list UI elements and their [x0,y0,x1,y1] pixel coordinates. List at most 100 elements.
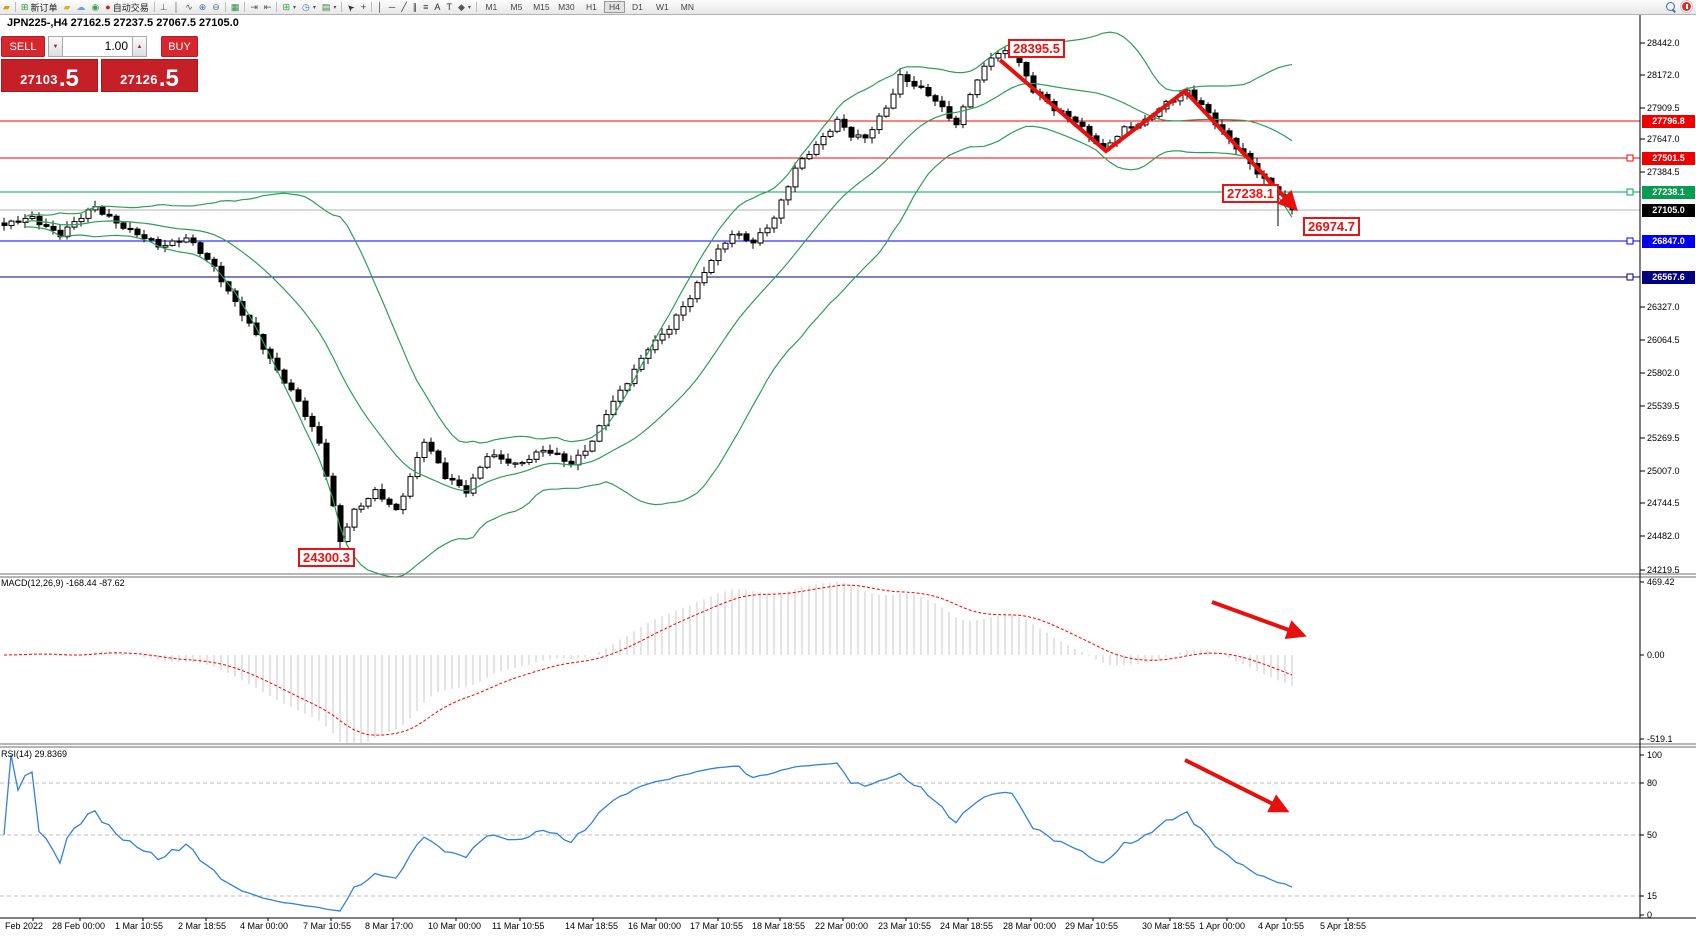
dropdown-arrow-icon: ▾ [467,4,471,11]
rsi-indicator-label: RSI(14) 29.8369 [1,749,68,759]
timeframe-h4-button[interactable]: H4 [603,1,625,13]
fibonacci-icon[interactable]: ≡ [420,1,431,14]
sell-button[interactable]: SELL [1,36,45,57]
axis-frame [0,15,1696,921]
rsi-axis-tick: 15 [1647,891,1658,901]
timeframe-m5-button[interactable]: M5 [510,2,523,12]
line-chart-icon: ∿ [185,1,193,12]
rsi-level-lines [0,782,1640,897]
zoom-out-icon: ⊖ [212,1,220,12]
panel-splitter[interactable] [0,573,1696,748]
candlestick-chart-icon: │ [173,1,180,12]
period-icon: ◷ [302,1,310,12]
auto-scroll-icon: ⇤ [263,1,272,12]
time-axis-label: 17 Mar 10:55 [690,921,744,931]
price-tag-26567.6: 26567.6 [1642,271,1695,284]
trendline-icon[interactable]: ╱ [398,1,409,14]
tile-windows-icon[interactable]: ▦ [228,1,243,14]
notification-icon[interactable] [1681,1,1692,12]
toolbar-separator [244,2,246,12]
cursor-icon: ➤ [344,1,358,14]
price-annotation[interactable]: 27238.1 [1222,184,1279,203]
one-click-trading-panel: SELL ▼ 1.00 ▲ BUY 27103 .5 27126 .5 [1,36,198,92]
price-annotation[interactable]: 28395.5 [1008,39,1065,58]
line-chart-icon[interactable]: ∿ [182,1,196,14]
new-chart-button[interactable]: ⊞ ▾ [279,1,299,14]
fibonacci-icon: ≡ [423,1,429,12]
toolbar-right [1666,1,1692,12]
candlestick-chart-icon[interactable]: │ [171,1,183,14]
price-annotation[interactable]: 24300.3 [298,548,355,567]
macd-axis-tick: 0.00 [1647,650,1665,660]
timeframe-m30-button[interactable]: M30 [558,2,575,12]
time-axis-label: 18 Mar 18:55 [752,921,806,931]
bar-chart-icon[interactable]: ⊥ [157,1,171,14]
zoom-out-icon[interactable]: ⊖ [209,1,223,14]
price-axis-tick: 28442.0 [1647,38,1680,48]
time-axis-label: 4 Apr 10:55 [1258,921,1305,931]
price-axis-tick: 27647.0 [1647,134,1680,144]
vertical-line-icon: │ [377,1,383,12]
crosshair-icon[interactable]: + [358,1,369,14]
symbol-icon: ▰ [3,1,10,12]
price-axis-tick: 24219.5 [1647,565,1680,575]
price-axis-tick: 25539.5 [1647,401,1680,411]
price-axis-tick: 26327.0 [1647,302,1680,312]
text-icon[interactable]: A [431,1,443,14]
buy-price[interactable]: 27126 .5 [101,59,198,92]
search-icon[interactable] [1666,2,1675,11]
signal-icon[interactable]: ◉ [88,1,102,14]
cursor-icon[interactable]: ➤ [344,1,358,14]
new-chart-icon: ⊞ [282,1,290,12]
gold-icon[interactable]: ▰ [60,1,73,14]
timeframe-m1-button[interactable]: M1 [485,2,498,12]
channel-icon: ∥ [412,1,418,12]
chart-shift-icon[interactable]: ⇥ [247,1,261,14]
symbol-icon[interactable]: ▰ [0,1,13,14]
template-button[interactable]: ▤ ▾ [319,1,340,14]
rsi-trend-arrow[interactable] [1184,758,1290,813]
price-trend-arrow[interactable] [998,58,1298,212]
symbol-info: JPN225-,H4 27162.5 27237.5 27067.5 27105… [7,17,239,29]
time-axis-label: 28 Feb 00:00 [52,921,106,931]
label-icon[interactable]: T [443,1,455,14]
time-axis-label: 30 Mar 18:55 [1142,921,1196,931]
chart-shift-icon: ⇥ [250,1,258,12]
timeframe-w1-button[interactable]: W1 [656,2,669,12]
new-order-icon: ⊞ [20,1,29,12]
sell-price[interactable]: 27103 .5 [1,59,98,92]
toolbar-separator [153,2,155,12]
vertical-line-icon[interactable]: │ [374,1,386,14]
cloud-icon[interactable]: ☁ [73,1,88,14]
volume-increase-button[interactable]: ▲ [132,36,147,57]
toolbar-separator [14,2,16,12]
timeframe-h1-button[interactable]: H1 [585,2,597,12]
trade-panel-controls: SELL ▼ 1.00 ▲ BUY [1,36,198,57]
buy-button[interactable]: BUY [161,36,198,57]
volume-decrease-button[interactable]: ▼ [48,36,63,57]
volume-input[interactable]: 1.00 [63,36,132,57]
horizontal-line-icon[interactable]: ─ [386,1,398,14]
period-button[interactable]: ◷ ▾ [299,1,319,14]
timeframe-mn-button[interactable]: MN [680,2,694,12]
price-annotation[interactable]: 26974.7 [1303,217,1360,236]
horizontal-price-lines[interactable] [0,120,1640,281]
new-order-button[interactable]: ⊞ 新订单 [18,1,61,14]
price-tag-27501.5: 27501.5 [1642,152,1695,165]
time-axis-label: 24 Mar 18:55 [940,921,994,931]
toolbar-separator [224,2,226,12]
macd-trend-arrow[interactable] [1211,600,1307,640]
shapes-button[interactable]: ◆ ▾ [455,1,474,14]
dropdown-arrow-icon: ▾ [312,4,316,11]
channel-icon[interactable]: ∥ [410,1,421,14]
timeframe-m15-button[interactable]: M15 [533,2,550,12]
crosshair-icon: + [360,1,367,12]
timeframe-d1-button[interactable]: D1 [631,2,643,12]
price-axis-tick: 27384.5 [1647,167,1680,177]
autotrade-button[interactable]: ● 自动交易 [102,1,151,14]
time-axis-label: 1 Apr 00:00 [1199,921,1246,931]
zoom-in-icon[interactable]: ⊕ [196,1,210,14]
auto-scroll-icon[interactable]: ⇤ [261,1,275,14]
